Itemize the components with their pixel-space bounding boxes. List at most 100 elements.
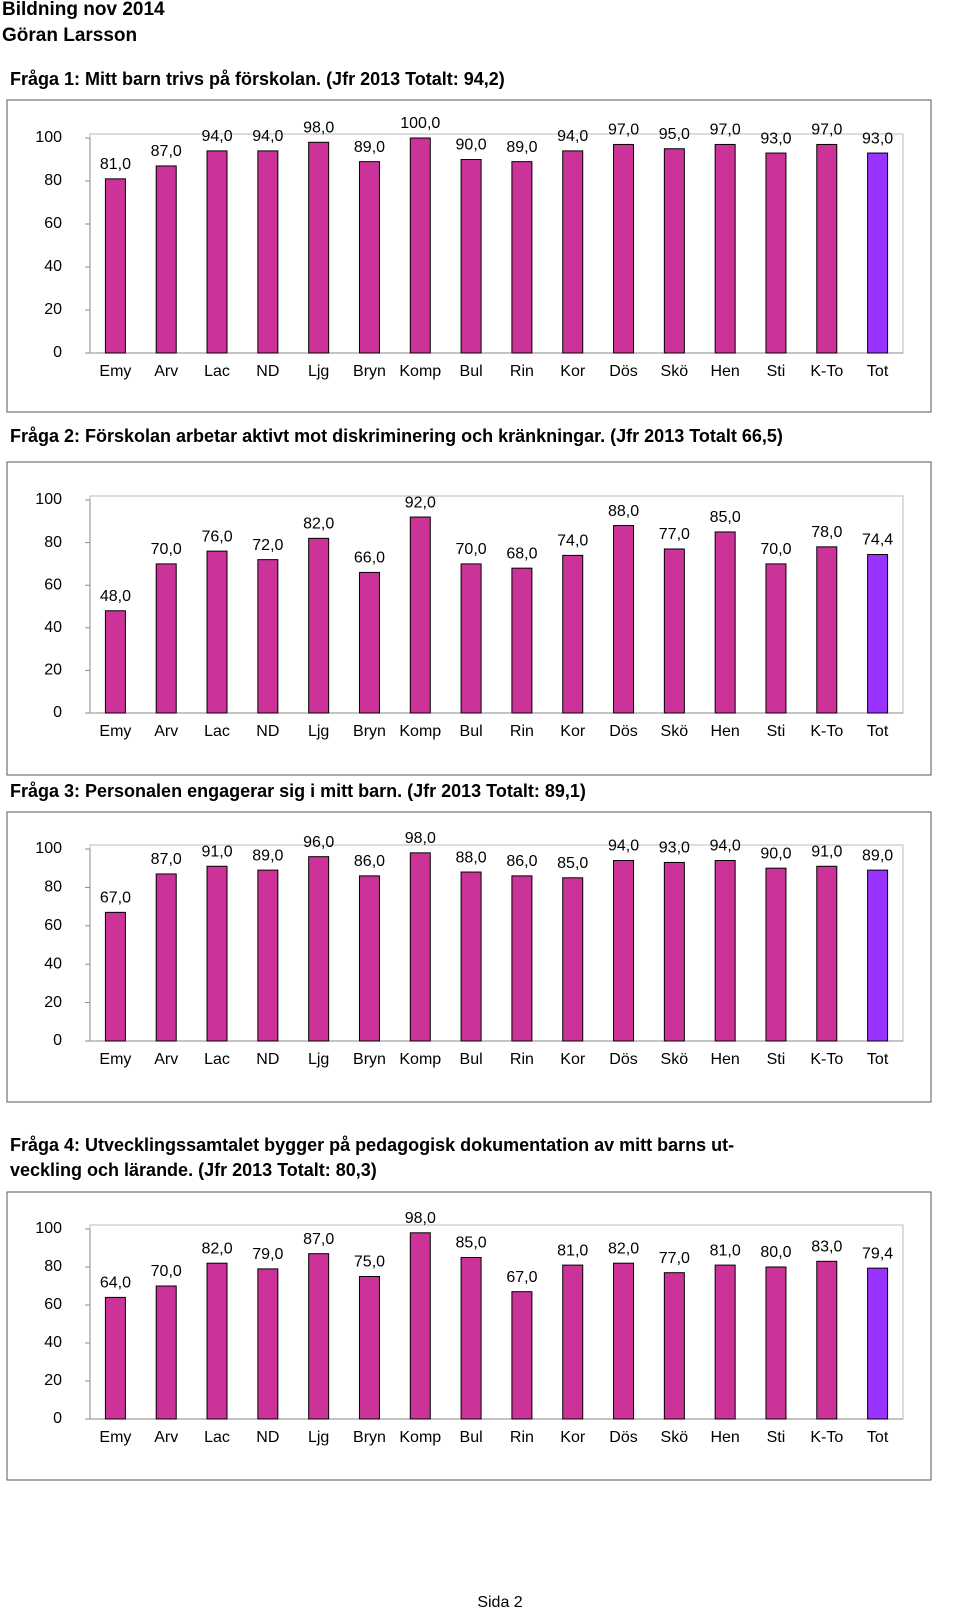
value-label: 77,0 — [659, 526, 690, 543]
value-label: 66,0 — [354, 550, 385, 567]
x-tick-label: Dös — [609, 363, 637, 380]
value-label: 89,0 — [252, 847, 283, 864]
value-label: 67,0 — [100, 890, 131, 907]
bar — [867, 1267, 889, 1420]
value-label: 92,0 — [405, 494, 436, 511]
bar — [460, 1257, 482, 1420]
value-label: 98,0 — [405, 1210, 436, 1227]
bar — [816, 1260, 838, 1420]
bar — [511, 1291, 533, 1420]
y-tick-label: 20 — [44, 301, 62, 318]
x-tick-label: Kor — [560, 363, 586, 380]
chart-frame — [6, 99, 932, 413]
x-tick-label: Lac — [204, 363, 230, 380]
value-label: 91,0 — [201, 843, 232, 860]
value-label: 76,0 — [201, 528, 232, 545]
y-tick-label: 100 — [35, 491, 62, 508]
y-tick-label: 40 — [44, 955, 62, 972]
value-label: 68,0 — [506, 545, 537, 562]
chart-title: Fråga 4: Utvecklingssamtalet bygger på p… — [10, 1135, 734, 1155]
value-label: 87,0 — [151, 851, 182, 868]
value-label: 70,0 — [151, 1263, 182, 1280]
bar — [562, 150, 584, 354]
x-tick-label: Emy — [99, 1429, 131, 1446]
value-label: 77,0 — [659, 1250, 690, 1267]
y-tick-label: 0 — [53, 344, 62, 361]
value-label: 94,0 — [201, 128, 232, 145]
bar — [460, 871, 482, 1042]
x-tick-label: Ljg — [308, 1051, 329, 1068]
value-label: 81,0 — [710, 1242, 741, 1259]
value-label: 86,0 — [506, 853, 537, 870]
x-tick-label: Rin — [510, 723, 534, 740]
bar — [206, 150, 228, 354]
bar — [613, 525, 635, 714]
x-tick-label: Dös — [609, 1051, 637, 1068]
value-label: 88,0 — [608, 503, 639, 520]
bar — [663, 1272, 685, 1420]
x-tick-label: Tot — [867, 363, 889, 380]
value-label: 94,0 — [557, 128, 588, 145]
y-tick-label: 80 — [44, 1258, 62, 1275]
x-tick-label: Sti — [767, 1051, 786, 1068]
x-tick-label: Arv — [154, 363, 178, 380]
value-label: 74,0 — [557, 533, 588, 550]
x-tick-label: Ljg — [308, 1429, 329, 1446]
value-label: 74,4 — [862, 532, 893, 549]
y-tick-label: 20 — [44, 662, 62, 679]
x-tick-label: K-To — [810, 723, 843, 740]
value-label: 87,0 — [303, 1231, 334, 1248]
value-label: 89,0 — [354, 139, 385, 156]
y-tick-label: 60 — [44, 917, 62, 934]
x-tick-label: Bryn — [353, 1051, 386, 1068]
x-tick-label: Komp — [399, 363, 441, 380]
bar — [816, 143, 838, 354]
bar — [308, 141, 330, 354]
x-tick-label: Bul — [460, 723, 483, 740]
chart-frame — [6, 1191, 932, 1481]
x-tick-label: ND — [256, 363, 279, 380]
y-tick-label: 0 — [53, 1410, 62, 1427]
x-tick-label: K-To — [810, 1429, 843, 1446]
chart-title: Fråga 3: Personalen engagerar sig i mitt… — [10, 781, 586, 801]
bar — [358, 571, 380, 714]
value-label: 80,0 — [760, 1244, 791, 1261]
x-tick-label: Skö — [661, 1051, 689, 1068]
value-label: 70,0 — [456, 541, 487, 558]
value-label: 93,0 — [760, 130, 791, 147]
chart-title: Fråga 2: Förskolan arbetar aktivt mot di… — [10, 426, 783, 446]
bar — [206, 1262, 228, 1420]
bar — [358, 161, 380, 354]
bar — [409, 1232, 431, 1420]
value-label: 93,0 — [659, 840, 690, 857]
value-label: 81,0 — [557, 1242, 588, 1259]
bar — [460, 563, 482, 714]
x-tick-label: ND — [256, 1429, 279, 1446]
bar — [104, 911, 126, 1042]
value-label: 83,0 — [811, 1239, 842, 1256]
x-tick-label: Hen — [710, 723, 739, 740]
bar — [562, 1264, 584, 1420]
x-tick-label: Arv — [154, 1429, 178, 1446]
value-label: 87,0 — [151, 143, 182, 160]
x-tick-label: Skö — [661, 1429, 689, 1446]
bar — [765, 1266, 787, 1420]
bar — [867, 869, 889, 1042]
value-label: 94,0 — [710, 838, 741, 855]
bar — [613, 1262, 635, 1420]
value-label: 67,0 — [506, 1269, 537, 1286]
y-tick-label: 100 — [35, 840, 62, 857]
x-tick-label: Tot — [867, 1051, 889, 1068]
x-tick-label: Hen — [710, 1429, 739, 1446]
x-tick-label: ND — [256, 723, 279, 740]
chart-frame — [6, 461, 932, 776]
value-label: 86,0 — [354, 853, 385, 870]
bar — [206, 550, 228, 714]
value-label: 96,0 — [303, 834, 334, 851]
value-label: 64,0 — [100, 1275, 131, 1292]
x-tick-label: Rin — [510, 1051, 534, 1068]
bar — [613, 143, 635, 354]
x-tick-label: Kor — [560, 1429, 586, 1446]
